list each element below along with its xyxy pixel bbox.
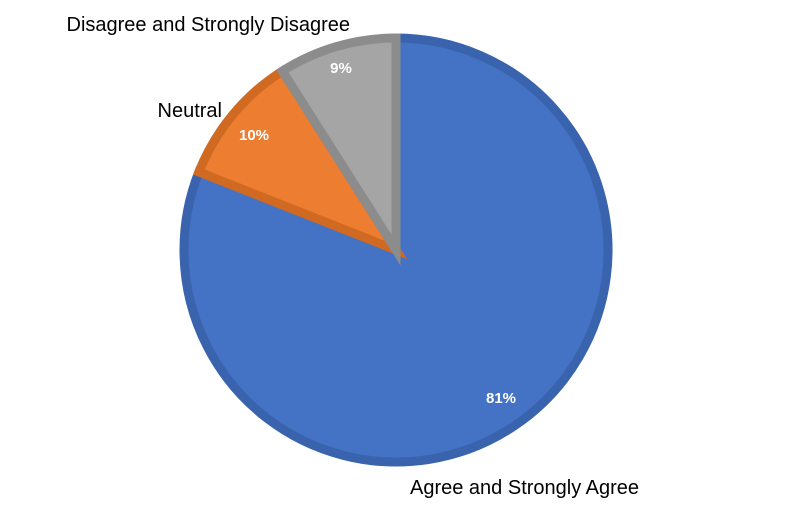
category-label-neutral: Neutral [158, 100, 222, 122]
percent-label-disagree-and-strongly-disagree: 9% [330, 60, 352, 77]
percent-labels: 81% 10% 9% [239, 60, 516, 407]
percent-label-neutral: 10% [239, 127, 269, 144]
category-label-disagree-and-strongly-disagree: Disagree and Strongly Disagree [67, 14, 351, 36]
pie-slice-disagree-and-strongly-disagree [276, 33, 401, 266]
pie-slice-neutral [193, 64, 408, 260]
category-labels: Agree and Strongly Agree Neutral Disagree … [67, 14, 640, 499]
category-label-agree-and-strongly-agree: Agree and Strongly Agree [410, 477, 639, 499]
percent-label-agree-and-strongly-agree: 81% [486, 390, 516, 407]
pie-slices [179, 33, 613, 467]
